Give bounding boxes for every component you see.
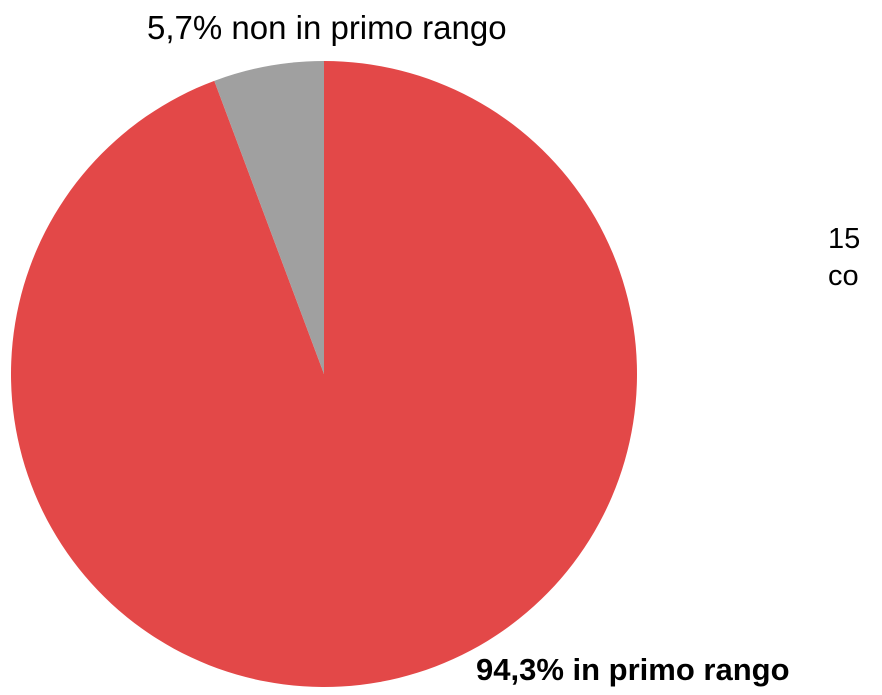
side-text-line-2: co xyxy=(828,260,859,292)
cropped-side-text: 15 co xyxy=(828,221,882,295)
side-text-line-1: 15 xyxy=(828,223,861,255)
pie-slice-in-primo-rango xyxy=(10,61,637,688)
data-label-non-primo-rango: 5,7% non in primo rango xyxy=(147,9,507,46)
data-label-primo-rango: 94,3% in primo rango xyxy=(476,652,790,687)
pie-slice-non-in-primo-rango xyxy=(214,61,324,374)
